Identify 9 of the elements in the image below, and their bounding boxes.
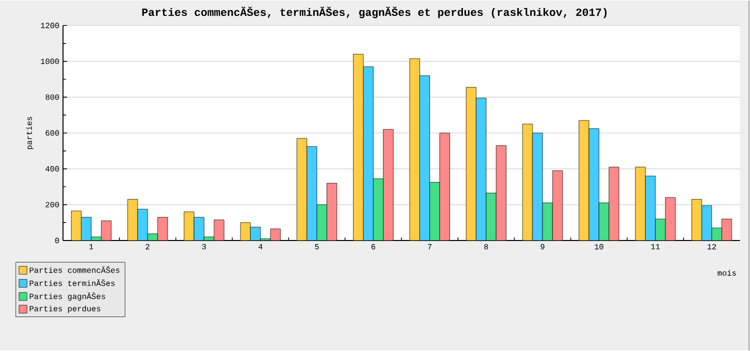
- bar: [692, 199, 702, 240]
- bar: [353, 54, 364, 240]
- chart-title: Parties commencĂŠes, terminĂŠes, gagnĂŠes et perdues (rasklnikov, 2017): [142, 6, 607, 18]
- bar: [410, 58, 420, 240]
- bar: [466, 87, 476, 240]
- bar: [127, 199, 138, 240]
- bar: [71, 210, 82, 240]
- bar: [635, 166, 646, 240]
- bar: [296, 138, 308, 240]
